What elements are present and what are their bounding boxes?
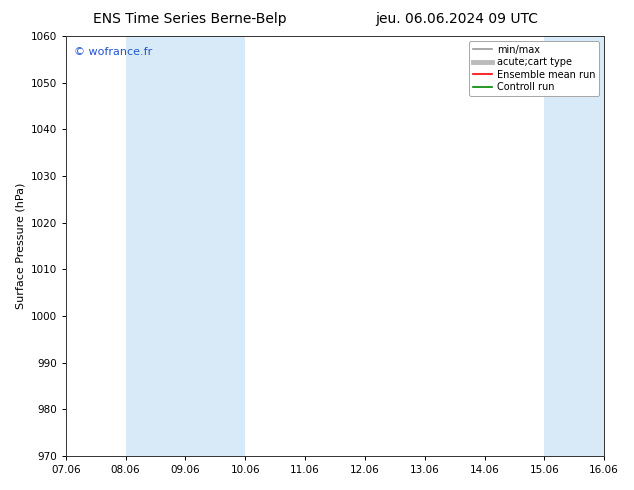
Bar <box>126 36 245 456</box>
Legend: min/max, acute;cart type, Ensemble mean run, Controll run: min/max, acute;cart type, Ensemble mean … <box>469 41 599 96</box>
Y-axis label: Surface Pressure (hPa): Surface Pressure (hPa) <box>15 183 25 309</box>
Text: ENS Time Series Berne-Belp: ENS Time Series Berne-Belp <box>93 12 287 26</box>
Text: jeu. 06.06.2024 09 UTC: jeu. 06.06.2024 09 UTC <box>375 12 538 26</box>
Bar <box>545 36 634 456</box>
Text: © wofrance.fr: © wofrance.fr <box>74 47 152 57</box>
